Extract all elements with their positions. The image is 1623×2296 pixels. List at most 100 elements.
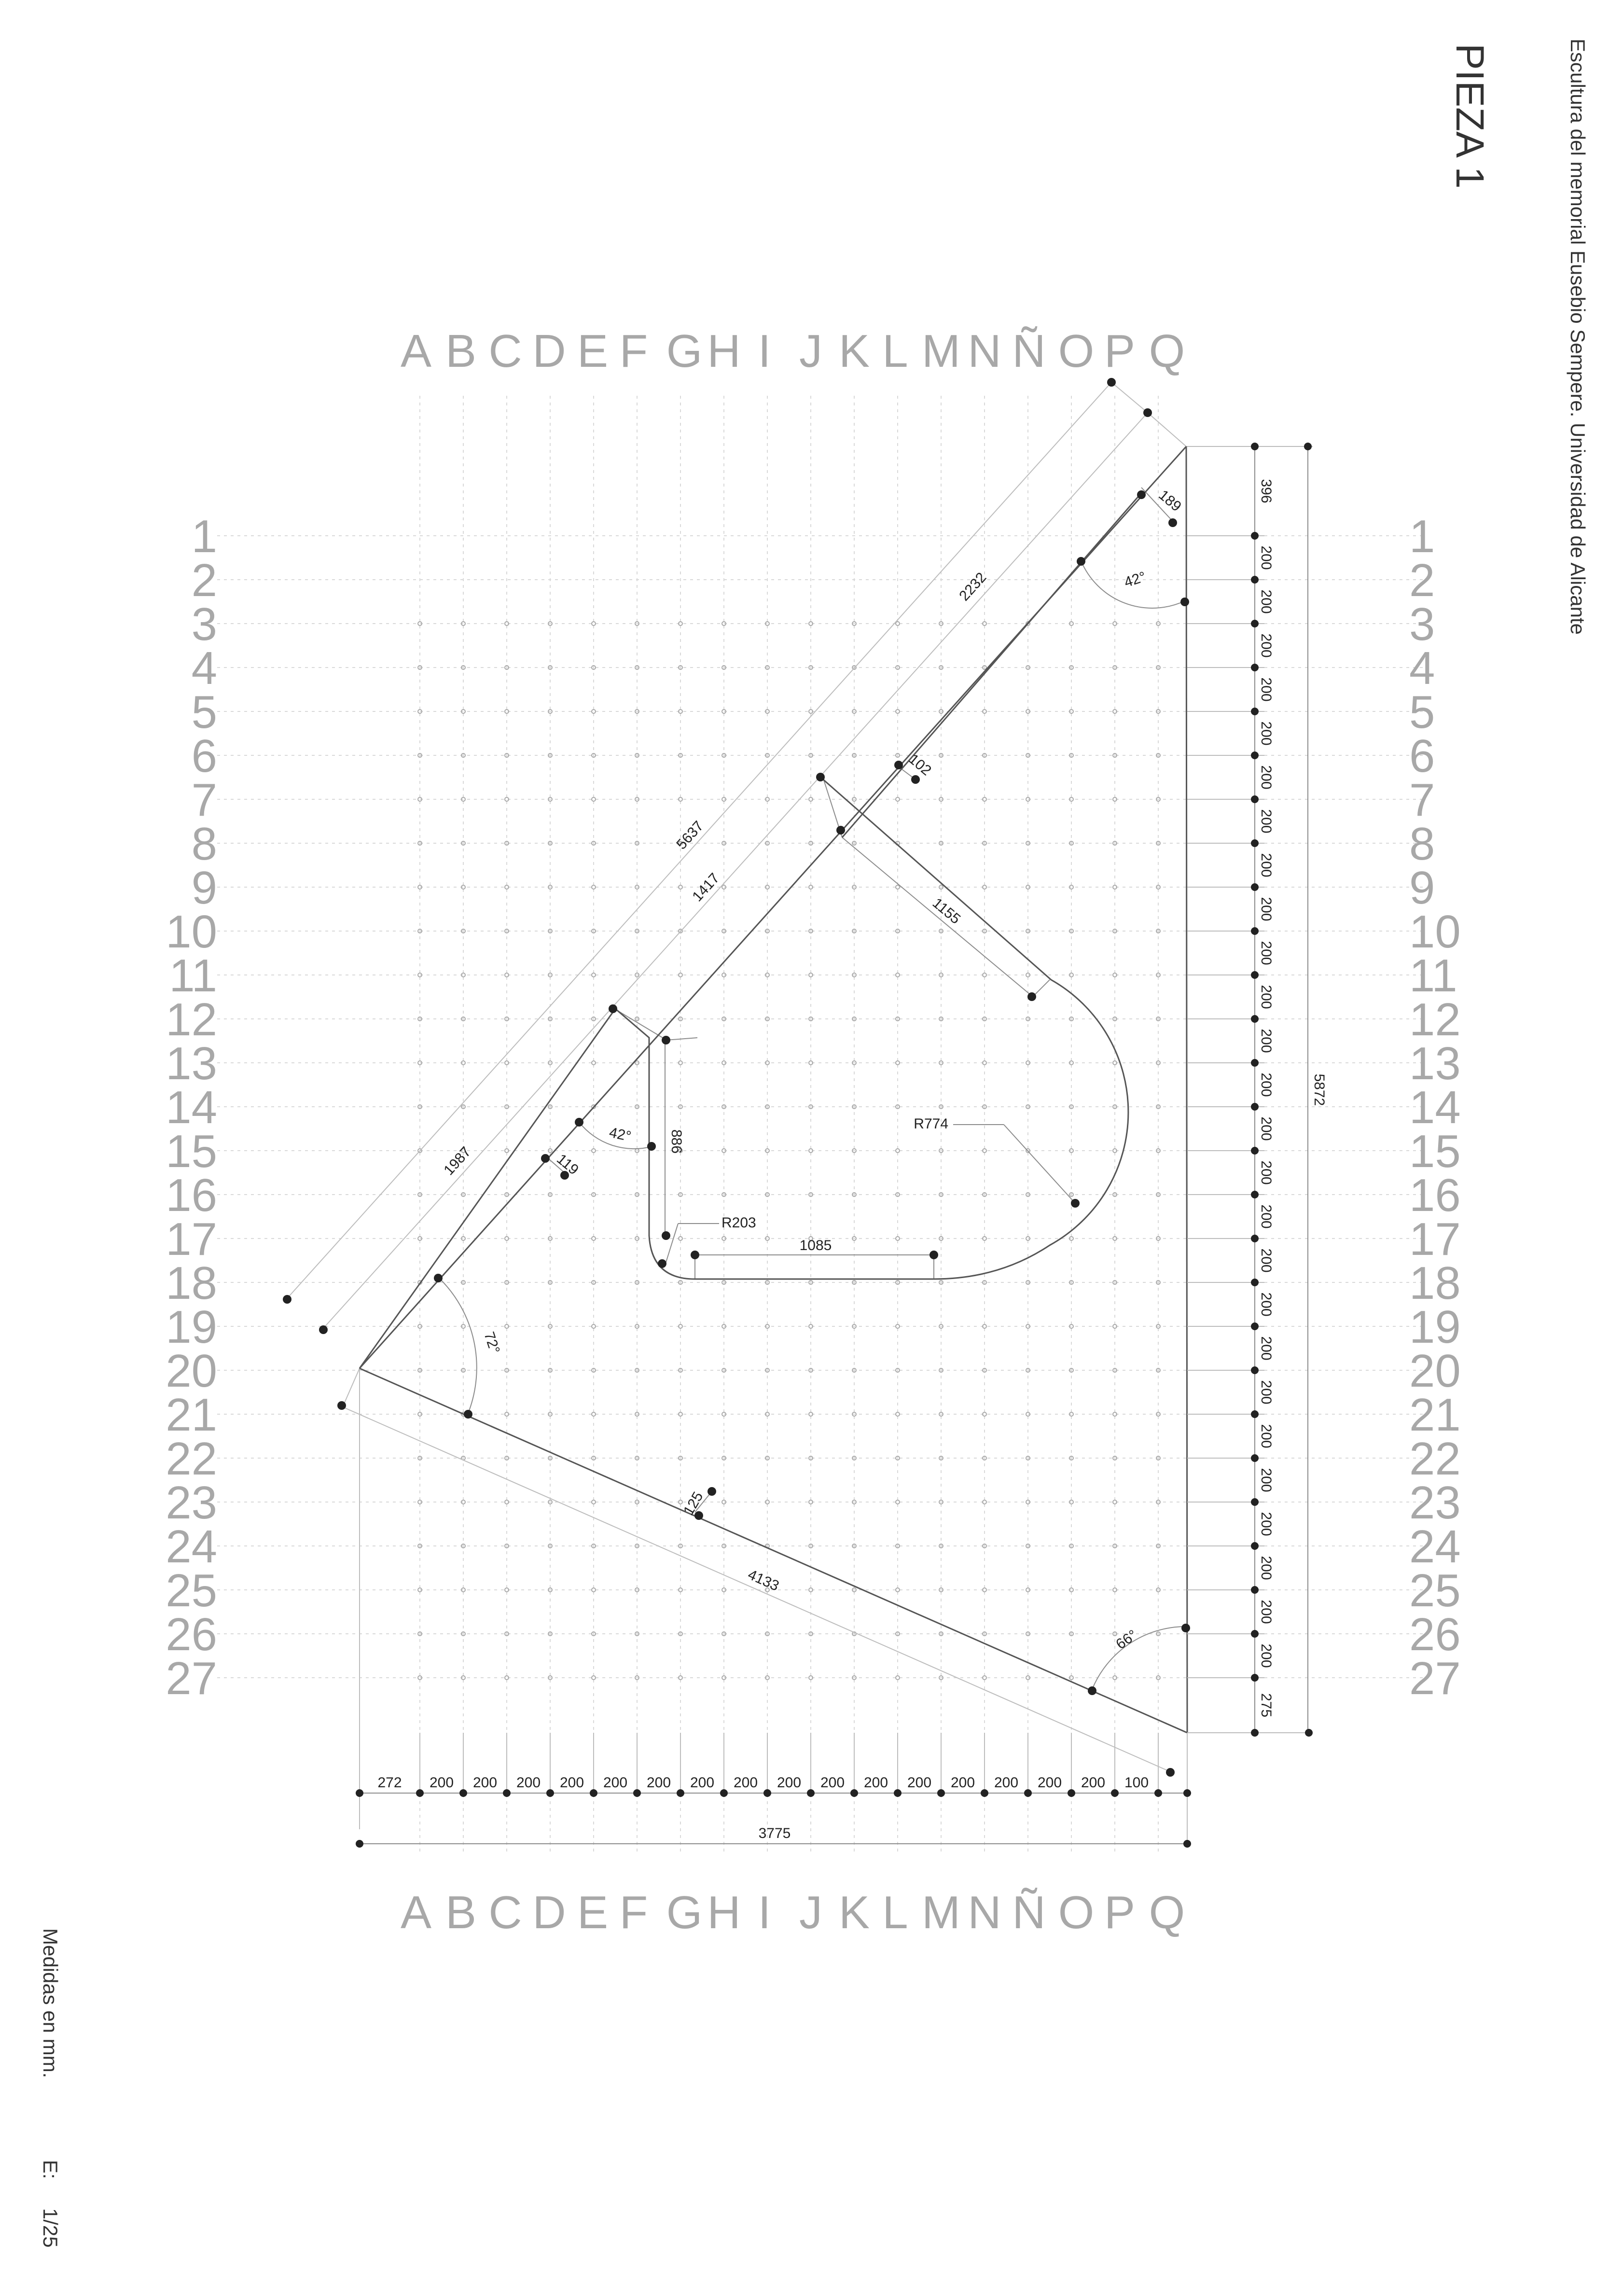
- right-dimension-label: 275: [1258, 1693, 1274, 1717]
- bottom-dimension-label: 272: [377, 1775, 402, 1791]
- column-label: D: [532, 1887, 566, 1938]
- dim-point: [1251, 1279, 1259, 1286]
- bottom-dimension-labels: 272 200 200 200 200 200 200 200 200 200 200 200 200 2…: [377, 1775, 1149, 1791]
- bottom-dimension-label: 100: [1124, 1775, 1149, 1791]
- angle-bottom: 66°: [1113, 1627, 1140, 1653]
- bottom-dimension-label: 200: [951, 1775, 975, 1791]
- column-label: Q: [1149, 1887, 1185, 1938]
- scale-label: E:: [39, 2160, 62, 2179]
- row-label: 6: [1409, 730, 1435, 782]
- dim-point: [1068, 1789, 1075, 1797]
- bottom-dimension-label: 200: [777, 1775, 801, 1791]
- column-label: H: [707, 1887, 740, 1938]
- column-label: K: [839, 325, 870, 377]
- right-dimension-label: 200: [1258, 1116, 1274, 1141]
- dim-point: [937, 1789, 945, 1797]
- bottom-dimension-label: 200: [430, 1775, 454, 1791]
- right-dimension-label: 200: [1258, 853, 1274, 877]
- row-label: 19: [166, 1301, 217, 1353]
- row-label: 27: [166, 1653, 217, 1704]
- dim-point: [1251, 1059, 1259, 1067]
- dim-point: [1251, 708, 1259, 715]
- right-dimension-label: 200: [1258, 1512, 1274, 1536]
- dim-point: [1251, 1542, 1259, 1550]
- column-label: F: [620, 1887, 648, 1938]
- row-label: 20: [166, 1345, 217, 1397]
- row-label: 25: [1409, 1565, 1461, 1616]
- right-dimension-label: 200: [1258, 1072, 1274, 1097]
- row-label: 17: [1409, 1213, 1461, 1265]
- right-dimension-label: 200: [1258, 1380, 1274, 1404]
- lower-edge-extension: [342, 1406, 1173, 1773]
- column-label: L: [882, 1887, 908, 1938]
- angle-arc-left: [439, 1278, 477, 1414]
- bottom-dimension-label: 200: [820, 1775, 845, 1791]
- right-total-label: 5872: [1311, 1074, 1327, 1106]
- dim-point: [1251, 751, 1259, 759]
- dim-point: [1251, 1630, 1259, 1638]
- dim-offset-119: 119: [554, 1151, 582, 1178]
- column-label: D: [532, 325, 566, 377]
- dim-point: [1251, 1729, 1259, 1737]
- right-edge: [1185, 446, 1188, 1733]
- row-label: 8: [1409, 818, 1435, 870]
- dim-point: [1251, 1454, 1259, 1462]
- right-dimension-label: 200: [1258, 545, 1274, 570]
- dim-point: [633, 1789, 641, 1797]
- dim-point: [1111, 1789, 1119, 1797]
- right-dimension-label: 200: [1258, 1424, 1274, 1448]
- column-label: O: [1058, 325, 1095, 377]
- right-dimension-label: 200: [1258, 897, 1274, 921]
- row-label: 26: [1409, 1609, 1461, 1660]
- row-label: 2: [1409, 555, 1435, 606]
- bottom-dimension-label: 200: [473, 1775, 497, 1791]
- units-note: Medidas en mm.: [39, 1928, 62, 2078]
- right-dimension-label: 200: [1258, 589, 1274, 613]
- row-label: 13: [1409, 1038, 1461, 1089]
- bottom-dimension-label: 200: [907, 1775, 931, 1791]
- bottom-dimension-label: 200: [690, 1775, 714, 1791]
- dim-slot: 1155: [929, 895, 964, 927]
- part-outline: [359, 445, 1188, 1734]
- row-label: 10: [1409, 906, 1461, 958]
- dim-outer-diagonal: 5637: [673, 818, 707, 853]
- column-label: J: [799, 1887, 822, 1938]
- row-label: 12: [1409, 994, 1461, 1045]
- dim-point: [1251, 1322, 1259, 1330]
- dim-point: [677, 1789, 684, 1797]
- reference-points: [283, 378, 1190, 1777]
- row-label: 3: [192, 598, 217, 650]
- dim-point: [503, 1789, 511, 1797]
- right-dimension-label: 200: [1258, 721, 1274, 745]
- row-label: 9: [1409, 862, 1435, 914]
- right-dimension-label: 200: [1258, 1029, 1274, 1053]
- column-label: I: [758, 325, 771, 377]
- right-dimension-label: 200: [1258, 809, 1274, 833]
- row-label: 27: [1409, 1653, 1461, 1704]
- column-label: P: [1104, 325, 1135, 377]
- right-dimension-label: 396: [1258, 479, 1274, 503]
- dim-point: [894, 1789, 902, 1797]
- row-label: 1: [1409, 511, 1435, 562]
- right-dimension-label: 200: [1258, 677, 1274, 701]
- column-label: Ñ: [1012, 1887, 1045, 1938]
- column-label: I: [758, 1887, 771, 1938]
- sheet-subtitle: Escultura del memorial Eusebio Sempere. …: [1567, 39, 1589, 635]
- dim-point: [1183, 1789, 1191, 1797]
- dim-point: [850, 1789, 858, 1797]
- dim-point: [1251, 1674, 1259, 1682]
- row-label: 10: [166, 906, 217, 958]
- dim-bottom-segment: 1085: [800, 1238, 832, 1253]
- right-dimension-label: 200: [1258, 1292, 1274, 1316]
- outer-diagonal-extension: [287, 382, 1112, 1299]
- dim-point: [546, 1789, 554, 1797]
- column-label: E: [577, 325, 608, 377]
- row-label: 7: [192, 774, 217, 826]
- row-label: 23: [166, 1477, 217, 1529]
- dim-arc-radius: R774: [914, 1116, 948, 1132]
- dim-point: [590, 1789, 597, 1797]
- grid-columns: [419, 396, 1159, 1853]
- dim-point: [1251, 443, 1259, 450]
- inner-cutout-edge: [359, 776, 1129, 1369]
